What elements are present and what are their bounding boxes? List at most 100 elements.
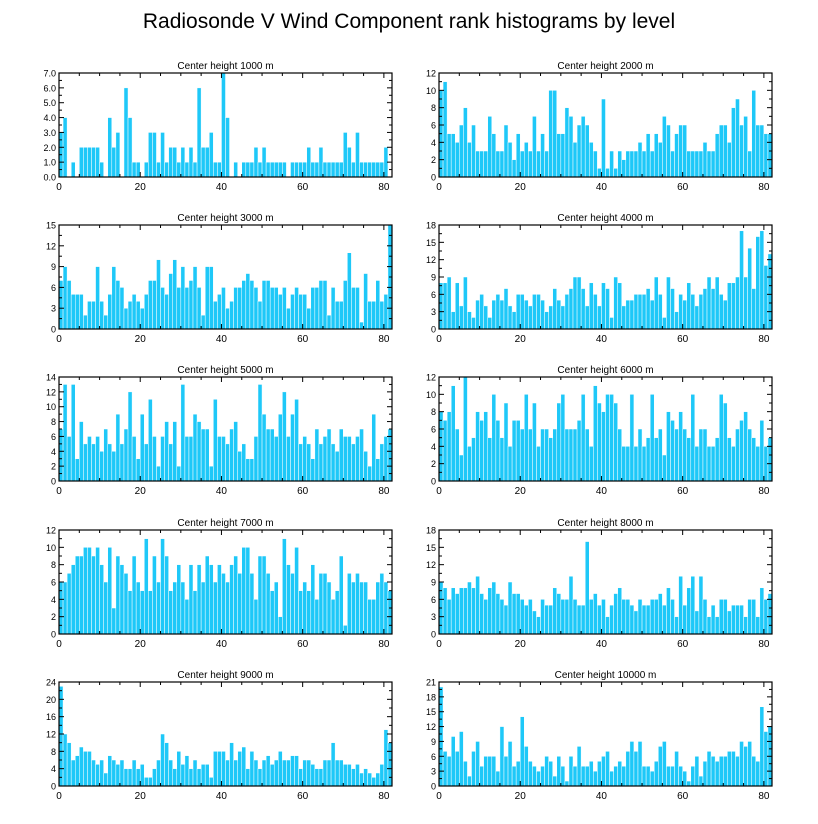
histogram-bar <box>318 280 324 330</box>
histogram-bar <box>572 599 578 635</box>
histogram-bar <box>363 768 368 787</box>
histogram-bar <box>379 161 385 178</box>
histogram-bar <box>79 147 84 178</box>
histogram-bar <box>471 317 476 330</box>
histogram-bar <box>544 604 549 635</box>
histogram-bar <box>560 394 566 482</box>
histogram-bar <box>192 759 198 787</box>
histogram-bar <box>625 751 631 787</box>
histogram-bar <box>209 266 214 330</box>
histogram-bar <box>633 446 639 482</box>
histogram-bar <box>83 751 88 787</box>
histogram-bar <box>269 287 275 330</box>
histogram-bar <box>318 443 324 482</box>
histogram-bar <box>363 161 368 178</box>
histogram-bar <box>343 280 348 330</box>
histogram-bar <box>438 282 444 330</box>
histogram-bar <box>91 301 96 330</box>
histogram-bar <box>454 142 460 178</box>
histogram-bar <box>593 294 598 330</box>
histogram-bar <box>375 280 381 330</box>
histogram-bar <box>731 446 736 482</box>
panel-center-height-1000: Center height 1000 m 0 20 40 60 80 0.0 1.0 2.0 3.… <box>43 61 393 193</box>
x-tick-label: 80 <box>378 486 390 497</box>
histogram-bar <box>278 294 283 330</box>
y-tick-label: 12 <box>46 730 56 740</box>
panel-center-height-7000: Center height 7000 m 0 20 40 60 80 0 2 4 6 8 10 12 <box>46 518 393 650</box>
histogram-bar <box>609 394 614 482</box>
histogram-bar <box>135 768 141 787</box>
y-tick-label: 8 <box>51 747 56 757</box>
histogram-bar <box>200 147 206 178</box>
y-tick-label: 4 <box>431 138 436 148</box>
histogram-bar <box>359 772 364 787</box>
histogram-bar <box>209 465 214 482</box>
histogram-bar <box>351 443 356 482</box>
histogram-bar <box>653 437 659 482</box>
histogram-bar <box>532 116 537 178</box>
histogram-bar <box>192 161 198 178</box>
histogram-bar <box>524 746 529 787</box>
histogram-bar <box>674 751 679 787</box>
histogram-bar <box>269 161 275 178</box>
histogram-bar <box>625 150 631 178</box>
histogram-bar <box>148 280 153 330</box>
histogram-bar <box>70 294 76 330</box>
histogram-bar <box>491 133 497 178</box>
histogram-bar <box>528 305 533 330</box>
histogram-bar <box>302 161 307 178</box>
histogram-bar <box>265 280 271 330</box>
histogram-bar <box>204 555 210 635</box>
y-tick-label: 15 <box>426 707 436 717</box>
panel-title: Center height 8000 m <box>557 518 653 529</box>
histogram-bar <box>463 587 468 635</box>
histogram-bar <box>229 742 234 787</box>
histogram-bar <box>359 428 364 482</box>
histogram-bar <box>261 555 267 635</box>
histogram-bar <box>540 133 545 178</box>
histogram-bar <box>326 759 332 787</box>
histogram-bar <box>621 765 627 787</box>
histogram-bar <box>568 756 574 787</box>
histogram-bar <box>442 587 448 635</box>
histogram-bar <box>184 436 190 482</box>
histogram-bar <box>710 604 716 635</box>
histogram-bar <box>718 394 724 482</box>
histogram-bar <box>131 555 137 635</box>
histogram-bar <box>237 751 242 787</box>
histogram-bar <box>363 273 368 330</box>
histogram-bar <box>710 150 716 178</box>
histogram-bar <box>119 443 125 482</box>
histogram-bar <box>576 124 582 178</box>
histogram-bar <box>564 428 570 482</box>
histogram-bar <box>593 770 598 787</box>
histogram-bar <box>714 760 720 787</box>
x-tick-label: 20 <box>515 334 527 345</box>
histogram-bar <box>119 759 125 787</box>
histogram-bar <box>662 741 667 787</box>
histogram-bar <box>670 420 675 482</box>
histogram-bar <box>355 132 360 178</box>
histogram-bar <box>674 133 679 178</box>
y-tick-label: 21 <box>426 678 436 688</box>
histogram-bar <box>597 604 602 635</box>
histogram-bar <box>731 107 736 178</box>
histogram-bar <box>204 147 210 178</box>
histogram-bar <box>560 133 566 178</box>
histogram-bar <box>727 437 732 482</box>
histogram-bar <box>343 436 348 482</box>
y-tick-label: 5.0 <box>43 98 56 108</box>
histogram-bar <box>95 147 100 178</box>
histogram-bar <box>702 760 708 787</box>
histogram-bar <box>710 446 716 482</box>
histogram-bar <box>123 428 129 482</box>
histogram-bar <box>479 294 484 330</box>
histogram-bar <box>107 294 113 330</box>
histogram-bar <box>483 599 488 635</box>
panel-title: Center height 1000 m <box>177 61 273 72</box>
histogram-bar <box>184 287 190 330</box>
y-tick-label: 8 <box>431 103 436 113</box>
histogram-bar <box>475 575 480 635</box>
y-tick-label: 10 <box>46 543 56 553</box>
histogram-bar <box>739 230 744 330</box>
